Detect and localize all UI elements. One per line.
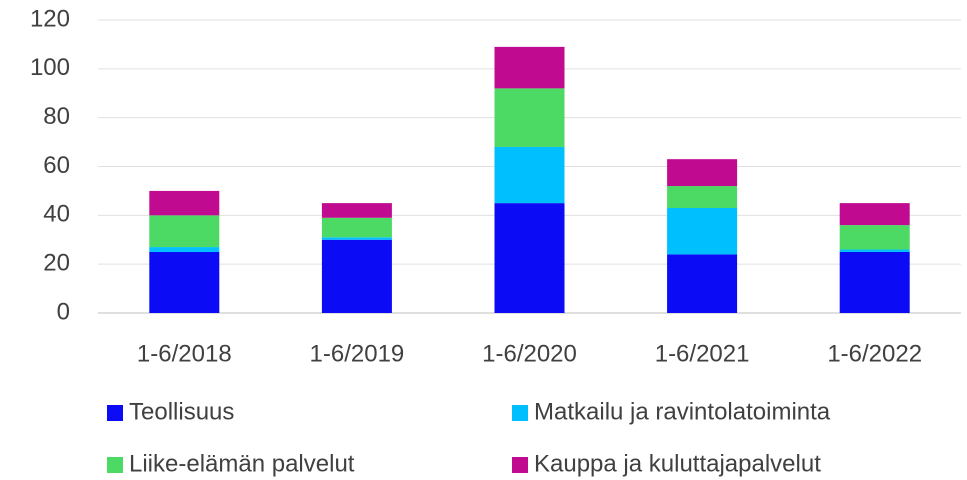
legend-label: Matkailu ja ravintolatoiminta [534,398,831,425]
bar-segment [839,251,910,313]
legend-swatch [107,457,123,473]
y-tick-label: 120 [30,5,70,32]
bar-segment [321,217,392,238]
legend-swatch [512,405,528,421]
bar-segment [839,203,910,226]
legend-swatch [512,457,528,473]
y-tick-label: 0 [57,298,70,325]
bar-segment [494,146,565,204]
x-tick-label: 1-6/2020 [482,340,577,367]
bar-segment [149,190,220,216]
y-tick-label: 80 [43,103,70,130]
bar-segment [321,237,392,240]
bar-segment [494,88,565,147]
legend-swatch [107,405,123,421]
bar-segment [149,215,220,248]
x-tick-label: 1-6/2021 [655,340,750,367]
y-tick-label: 20 [43,250,70,277]
bar-segment [149,247,220,252]
bar-segment [667,186,738,209]
x-tick-label: 1-6/2019 [310,340,405,367]
bar-segment [494,203,565,313]
bar-segment [839,225,910,250]
bar-segment [494,46,565,89]
bar-segment [321,239,392,313]
bar-segment [321,203,392,218]
y-tick-label: 100 [30,54,70,81]
y-tick-label: 60 [43,152,70,179]
bar-segment [667,159,738,187]
legend-label: Kauppa ja kuluttajapalvelut [534,450,821,477]
bar-segment [667,254,738,313]
legend-label: Liike-elämän palvelut [129,450,355,477]
bar-segment [839,249,910,252]
y-tick-label: 40 [43,201,70,228]
bar-segment [149,251,220,313]
bar-segment [667,208,738,255]
legend-label: Teollisuus [129,398,234,425]
x-tick-label: 1-6/2018 [137,340,232,367]
x-tick-label: 1-6/2022 [827,340,922,367]
